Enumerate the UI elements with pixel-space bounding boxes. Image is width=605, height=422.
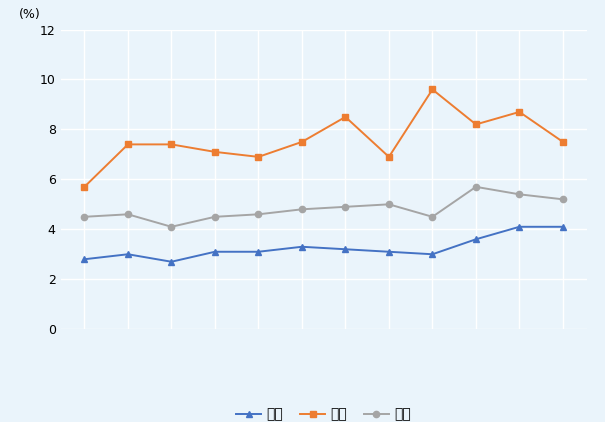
女性 xyxy=(298,139,306,144)
女性 xyxy=(559,139,566,144)
女性 xyxy=(255,154,262,160)
男性 xyxy=(559,224,566,229)
Line: 女性: 女性 xyxy=(81,87,566,190)
男性 xyxy=(168,259,175,264)
全体 xyxy=(559,197,566,202)
女性 xyxy=(81,184,88,189)
全体 xyxy=(429,214,436,219)
全体 xyxy=(385,202,393,207)
女性 xyxy=(473,122,480,127)
男性 xyxy=(81,257,88,262)
女性 xyxy=(124,142,131,147)
男性 xyxy=(516,224,523,229)
女性 xyxy=(168,142,175,147)
Legend: 男性, 女性, 全体: 男性, 女性, 全体 xyxy=(231,402,417,422)
男性 xyxy=(124,252,131,257)
男性 xyxy=(255,249,262,254)
男性 xyxy=(429,252,436,257)
女性 xyxy=(211,149,218,154)
Line: 男性: 男性 xyxy=(81,224,566,265)
女性 xyxy=(385,154,393,160)
女性 xyxy=(429,87,436,92)
全体 xyxy=(298,207,306,212)
全体 xyxy=(124,212,131,217)
全体 xyxy=(255,212,262,217)
全体 xyxy=(211,214,218,219)
全体 xyxy=(81,214,88,219)
全体 xyxy=(473,184,480,189)
全体 xyxy=(516,192,523,197)
男性 xyxy=(342,247,349,252)
全体 xyxy=(342,204,349,209)
女性 xyxy=(516,109,523,114)
Line: 全体: 全体 xyxy=(81,184,566,230)
男性 xyxy=(385,249,393,254)
Text: (%): (%) xyxy=(18,8,40,21)
女性 xyxy=(342,114,349,119)
男性 xyxy=(298,244,306,249)
男性 xyxy=(473,237,480,242)
男性 xyxy=(211,249,218,254)
全体 xyxy=(168,224,175,229)
